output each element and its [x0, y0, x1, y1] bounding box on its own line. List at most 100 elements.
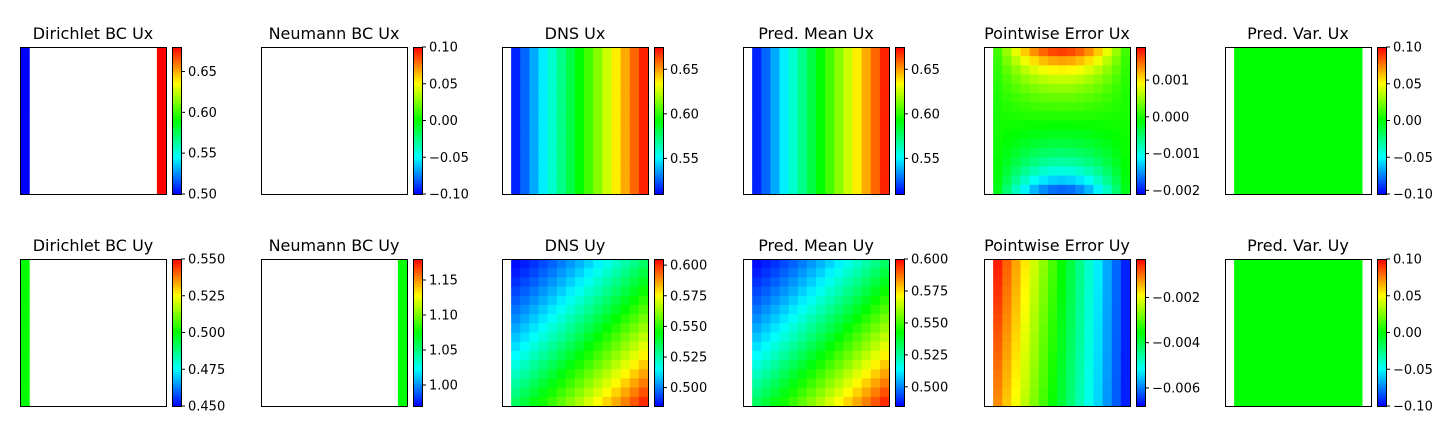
heatmap-cell	[1288, 268, 1299, 278]
colorbar-frame	[654, 259, 664, 407]
heatmap-cell	[879, 102, 890, 112]
heatmap-cell	[1102, 184, 1113, 195]
heatmap-cell	[1002, 277, 1012, 288]
heatmap-cell	[547, 304, 558, 315]
heatmap-cell	[870, 56, 881, 66]
heatmap-cell	[1298, 92, 1308, 103]
heatmap-cell	[1252, 120, 1263, 131]
heatmap-cell	[1288, 175, 1299, 186]
heatmap-cell	[1252, 129, 1263, 140]
colorbar-segment	[654, 73, 663, 77]
heatmap-cell	[852, 175, 863, 186]
panel-title: Pred. Var. Uy	[1247, 236, 1349, 255]
heatmap-cell	[1029, 175, 1040, 186]
heatmap-cell	[1279, 129, 1290, 140]
heatmap-cell	[611, 157, 622, 168]
colorbar-segment	[1377, 285, 1386, 289]
colorbar-segment	[895, 145, 904, 149]
heatmap-cell	[1307, 102, 1317, 112]
heatmap-cell	[1038, 138, 1049, 149]
colorbar-segment	[1136, 334, 1145, 338]
colorbar-tick-label: 0.525	[670, 351, 707, 366]
heatmap-cell	[1352, 111, 1363, 122]
heatmap-cell	[1075, 65, 1085, 76]
heatmap-cell	[1066, 129, 1076, 140]
heatmap-cell	[1343, 286, 1354, 297]
heatmap-cell	[529, 350, 540, 361]
colorbar-segment	[895, 81, 904, 85]
heatmap-cell	[770, 259, 781, 269]
heatmap-cell	[870, 74, 881, 85]
heatmap-cell	[1075, 396, 1085, 407]
heatmap-cell	[1288, 341, 1299, 352]
colorbar-segment	[654, 383, 663, 387]
heatmap-cell	[1298, 65, 1308, 76]
colorbar-segment	[413, 54, 422, 58]
colorbar-segment	[895, 113, 904, 117]
heatmap-cell	[1279, 323, 1290, 334]
heatmap-cell	[1307, 129, 1317, 140]
heatmap-cell	[1261, 314, 1272, 324]
heatmap-cell	[779, 175, 790, 186]
colorbar-segment	[172, 142, 181, 146]
colorbar-segment	[172, 88, 181, 92]
heatmap-cell	[1093, 175, 1104, 186]
heatmap-cell	[1029, 286, 1040, 297]
heatmap-cell	[1234, 157, 1244, 168]
colorbar-segment	[654, 164, 663, 168]
heatmap-cell	[1102, 332, 1113, 343]
colorbar-segment	[895, 344, 904, 348]
heatmap-cell	[629, 369, 640, 380]
heatmap-cell	[1234, 175, 1244, 186]
heatmap-cell	[1002, 341, 1012, 352]
heatmap-cell	[1243, 83, 1253, 94]
colorbar-tick-label: 0.55	[188, 147, 217, 162]
colorbar-segment	[1377, 330, 1386, 334]
heatmap-cell	[1020, 166, 1031, 177]
heatmap-cell	[1047, 259, 1058, 269]
colorbar-segment	[413, 317, 422, 321]
heatmap-cell	[1011, 148, 1022, 158]
heatmap-cell	[1316, 378, 1326, 389]
heatmap-cell	[752, 277, 762, 288]
heatmap-cell	[638, 341, 649, 352]
heatmap-cell	[1261, 138, 1272, 149]
colorbar-segment	[172, 179, 181, 183]
colorbar-segment	[654, 305, 663, 309]
colorbar-segment	[1377, 288, 1386, 292]
heatmap-cell	[602, 396, 613, 407]
colorbar-segment	[1377, 352, 1386, 356]
colorbar-segment	[1136, 278, 1145, 282]
heatmap-cell	[1066, 350, 1076, 361]
heatmap-cell	[611, 277, 622, 288]
heatmap-cell	[1057, 378, 1067, 389]
heatmap-cell	[1316, 396, 1326, 407]
heatmap-cell	[1261, 332, 1272, 343]
heatmap-cell	[593, 74, 603, 85]
colorbar-segment	[1377, 137, 1386, 141]
heatmap-cell	[770, 286, 781, 297]
heatmap-cell	[779, 378, 790, 389]
heatmap-cell	[538, 166, 549, 177]
heatmap-cell	[1093, 166, 1104, 177]
heatmap-cell	[1093, 350, 1104, 361]
colorbar-segment	[895, 51, 904, 55]
heatmap-cell	[1307, 268, 1317, 278]
heatmap-cell	[629, 341, 640, 352]
colorbar-segment	[413, 359, 422, 363]
heatmap-cell	[1352, 341, 1363, 352]
heatmap-cell	[879, 138, 890, 149]
heatmap-cell	[788, 74, 799, 85]
colorbar-segment	[1136, 56, 1145, 60]
heatmap-cell	[584, 304, 594, 315]
heatmap-cell	[797, 47, 808, 57]
heatmap-cell	[1325, 74, 1336, 85]
heatmap-cell	[629, 56, 640, 66]
heatmap-cell	[1352, 157, 1363, 168]
heatmap-cell	[993, 396, 1003, 407]
colorbar-segment	[1136, 98, 1145, 102]
colorbar-segment	[413, 81, 422, 85]
heatmap-cell	[565, 332, 576, 343]
heatmap-cell	[1093, 259, 1104, 269]
heatmap-cell	[834, 369, 844, 380]
